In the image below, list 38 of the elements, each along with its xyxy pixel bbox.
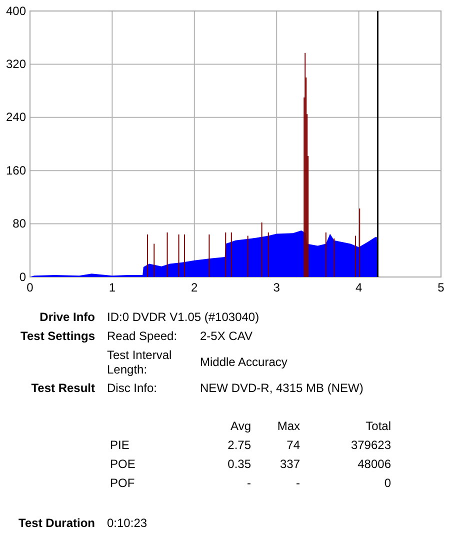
- text: Read Speed:: [107, 329, 178, 343]
- x-tick-label: 3: [273, 280, 280, 295]
- text: -: [247, 476, 251, 490]
- text: Test Settings: [20, 329, 96, 343]
- text: 0:10:23: [107, 516, 148, 530]
- y-tick-label: 400: [6, 4, 26, 18]
- text: Total: [366, 419, 391, 433]
- text: NEW DVD-R, 4315 MB (NEW): [200, 381, 364, 395]
- x-tick-label: 5: [438, 280, 445, 295]
- text: 379623: [350, 438, 392, 452]
- text: 48006: [358, 457, 392, 471]
- text: Test Interval Length:: [107, 348, 172, 376]
- text: 2-5X CAV: [200, 329, 252, 343]
- y-tick-label: 80: [12, 216, 26, 231]
- text: 0.35: [228, 457, 252, 471]
- text: Test Result: [31, 381, 95, 395]
- y-tick-label: 240: [6, 110, 26, 124]
- text: Test Duration: [18, 516, 95, 530]
- text: 74: [286, 438, 300, 452]
- text: Drive Info: [40, 310, 95, 324]
- text: Max: [277, 419, 300, 433]
- text: ID:0 DVDR V1.05 (#103040): [107, 310, 260, 324]
- text: -: [296, 476, 300, 490]
- text: 2.75: [228, 438, 252, 452]
- text: POF: [110, 476, 135, 490]
- x-tick-label: 2: [191, 280, 198, 295]
- x-tick-label: 1: [108, 280, 116, 295]
- text: POE: [110, 457, 136, 471]
- x-tick-label: 4: [355, 280, 362, 295]
- y-tick-label: 0: [19, 270, 26, 284]
- text: Disc Info:: [107, 381, 158, 395]
- text: Middle Accuracy: [200, 355, 288, 369]
- y-tick-label: 320: [6, 57, 26, 72]
- text: Avg: [230, 419, 251, 433]
- y-tick-label: 160: [6, 163, 26, 178]
- text: 0: [384, 476, 392, 490]
- text: PIE: [110, 438, 130, 452]
- text: 337: [280, 457, 300, 471]
